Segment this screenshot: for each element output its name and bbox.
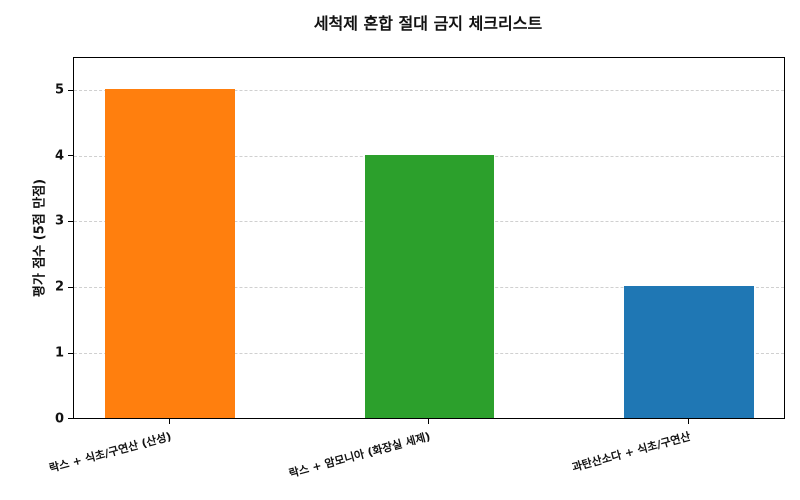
y-tick-label-1: 1 bbox=[54, 345, 64, 361]
chart-title: 세척제 혼합 절대 금지 체크리스트 bbox=[313, 14, 543, 33]
y-tick-label-5: 5 bbox=[54, 82, 64, 98]
y-tick-label-2: 2 bbox=[54, 279, 64, 295]
y-tick-label-3: 3 bbox=[54, 213, 64, 229]
bar-percarbonate-acid bbox=[624, 286, 754, 418]
x-tick-2 bbox=[688, 419, 689, 424]
x-tick-0 bbox=[169, 419, 170, 424]
y-tick-1 bbox=[68, 353, 73, 354]
x-tick-label-2: 과탄산소다 + 식초/구연산 bbox=[570, 429, 692, 475]
x-tick-1 bbox=[428, 419, 429, 424]
gridline-5 bbox=[74, 90, 784, 91]
y-tick-2 bbox=[68, 287, 73, 288]
y-tick-3 bbox=[68, 221, 73, 222]
y-tick-label-0: 0 bbox=[54, 411, 64, 427]
bar-bleach-ammonia bbox=[365, 155, 494, 418]
y-tick-5 bbox=[68, 90, 73, 91]
x-tick-label-0: 락스 + 식초/구연산 (산성) bbox=[47, 429, 173, 476]
plot-area bbox=[73, 57, 785, 419]
bar-bleach-acid bbox=[105, 89, 235, 418]
y-tick-4 bbox=[68, 155, 73, 156]
y-tick-label-4: 4 bbox=[54, 148, 64, 164]
y-tick-0 bbox=[68, 418, 73, 419]
x-tick-label-1: 락스 + 암모니아 (화장실 세제) bbox=[287, 429, 432, 481]
